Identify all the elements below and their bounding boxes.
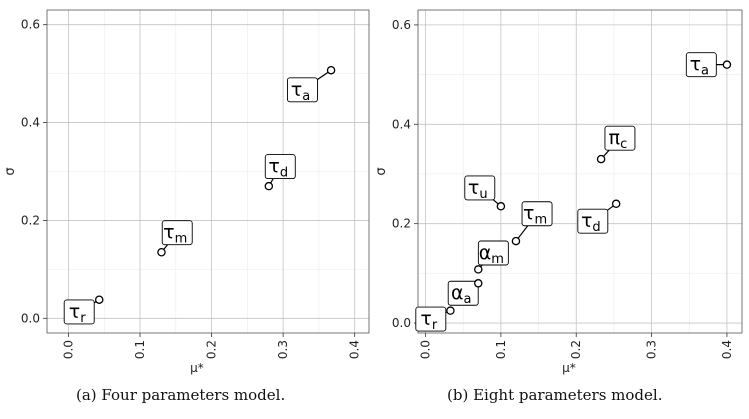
x-tick-label: 0.2	[205, 340, 219, 359]
point-label: τm	[163, 222, 187, 247]
y-tick-label: 0.0	[392, 316, 411, 330]
caption-b: (b) Eight parameters model.	[447, 386, 663, 404]
point-label-box	[287, 77, 318, 103]
point-label-box	[447, 280, 479, 306]
data-point	[496, 202, 506, 211]
x-tick-label: 0.3	[276, 340, 290, 359]
x-tick-label: 0.0	[61, 340, 75, 359]
y-tick-label: 0.2	[21, 213, 40, 227]
caption-a: (a) Four parameters model.	[76, 386, 286, 404]
point-label-box	[685, 52, 717, 78]
plot-border	[417, 9, 743, 334]
data-point	[326, 65, 336, 75]
data-point	[94, 295, 104, 304]
point-label-box	[161, 220, 193, 246]
y-tick-label: 0.0	[21, 311, 40, 325]
data-point	[474, 265, 483, 274]
y-tick-label: 0.4	[392, 117, 411, 131]
data-point	[511, 236, 521, 246]
y-axis-label: σ	[374, 167, 389, 175]
data-point	[596, 154, 606, 164]
y-tick-label: 0.4	[21, 116, 40, 130]
x-tick-label: 0.1	[494, 340, 508, 359]
y-tick-label: 0.6	[392, 18, 411, 32]
data-point	[474, 279, 483, 288]
point-label-box	[477, 240, 509, 266]
point-label-box	[464, 175, 496, 201]
data-point	[611, 199, 621, 209]
point-label-box	[264, 154, 296, 180]
point-label-box	[577, 208, 609, 234]
data-point	[157, 247, 166, 257]
x-tick-label: 0.0	[419, 340, 433, 359]
y-tick-label: 0.6	[21, 18, 40, 32]
point-label-box	[604, 125, 636, 151]
x-tick-label: 0.1	[133, 340, 147, 359]
data-point	[722, 60, 732, 69]
plot-border	[46, 9, 370, 334]
x-axis-label: μ*	[562, 361, 576, 375]
x-tick-label: 0.4	[348, 340, 362, 359]
point-label-box	[63, 299, 95, 325]
x-tick-label: 0.4	[720, 340, 734, 359]
y-tick-label: 0.2	[392, 217, 411, 231]
x-tick-label: 0.2	[569, 340, 583, 359]
point-label-box	[521, 201, 553, 227]
x-axis-label: μ*	[190, 361, 204, 375]
panel-eight-parameters: 0.00.20.40.60.0 0.1 0.2 0.3 0.4μ*στrαaαmτmτu…	[374, 9, 743, 375]
point-label-box	[415, 306, 447, 332]
y-axis-label: σ	[3, 167, 18, 175]
x-tick-label: 0.3	[645, 340, 659, 359]
data-point	[264, 181, 274, 191]
data-point	[446, 306, 455, 315]
